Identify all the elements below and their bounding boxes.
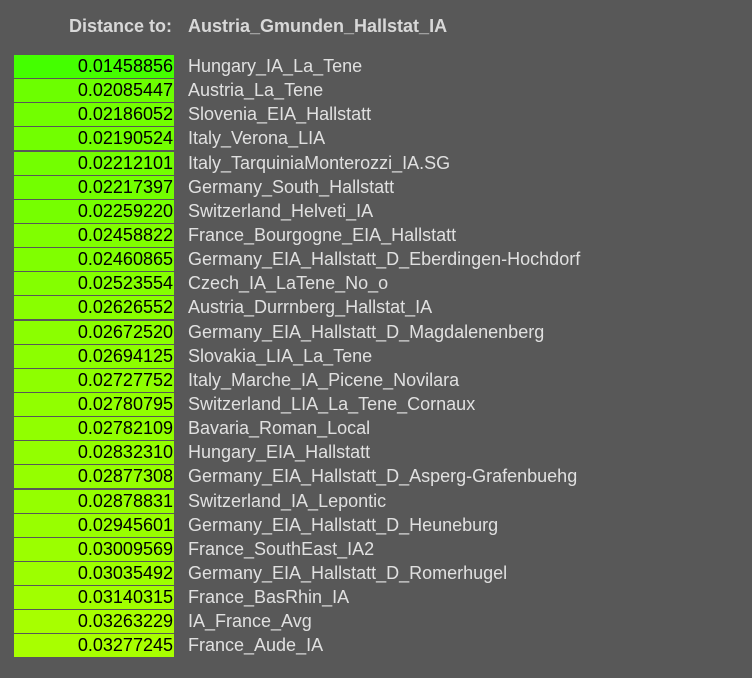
population-name: France_Aude_IA — [188, 635, 324, 656]
distance-value: 0.02878831 — [14, 489, 174, 513]
distance-value: 0.03277245 — [14, 634, 174, 658]
population-name: Hungary_IA_La_Tene — [188, 56, 363, 76]
population-name: Hungary_EIA_Hallstatt — [188, 442, 371, 463]
distance-value: 0.02460865 — [14, 248, 174, 272]
distance-value: 0.01458856 — [14, 55, 174, 78]
population-name: Austria_La_Tene — [188, 80, 324, 101]
population-name: Italy_Verona_LIA — [188, 128, 326, 149]
distance-value: 0.02877308 — [14, 465, 174, 489]
distance-value: 0.02186052 — [14, 103, 174, 127]
distance-header: Distance to: Austria_Gmunden_Hallstat_IA — [0, 16, 752, 42]
population-name: IA_France_Avg — [188, 611, 312, 632]
population-name: Italy_Marche_IA_Picene_Novilara — [188, 369, 460, 390]
distance-value: 0.02780795 — [14, 392, 174, 416]
distance-value: 0.02212101 — [14, 151, 174, 175]
distance-value: 0.02085447 — [14, 79, 174, 103]
distance-value: 0.02190524 — [14, 127, 174, 151]
population-name: Switzerland_LIA_La_Tene_Cornaux — [188, 393, 476, 414]
distance-value: 0.02782109 — [14, 417, 174, 441]
population-name: Italy_TarquiniaMonterozzi_IA.SG — [188, 152, 451, 173]
population-name: Switzerland_IA_Lepontic — [188, 490, 387, 511]
distance-value: 0.02217397 — [14, 175, 174, 199]
distance-value: 0.03263229 — [14, 610, 174, 634]
population-name: Germany_EIA_Hallstatt_D_Heuneburg — [188, 514, 499, 535]
population-name: France_SouthEast_IA2 — [188, 538, 375, 559]
distance-value: 0.03140315 — [14, 586, 174, 610]
distance-value: 0.02458822 — [14, 223, 174, 247]
population-name: Austria_Durrnberg_Hallstat_IA — [188, 297, 433, 318]
distance-value: 0.02672520 — [14, 320, 174, 344]
population-name: Slovakia_LIA_La_Tene — [188, 345, 373, 366]
distance-value: 0.02523554 — [14, 272, 174, 296]
population-name: Germany_EIA_Hallstatt_D_Magdalenenberg — [188, 321, 545, 342]
distance-value: 0.02832310 — [14, 441, 174, 465]
population-name: Germany_EIA_Hallstatt_D_Asperg-Grafenbue… — [188, 466, 578, 487]
distance-value: 0.02727752 — [14, 368, 174, 392]
target-population: Austria_Gmunden_Hallstat_IA — [188, 16, 448, 36]
distance-value: 0.02945601 — [14, 513, 174, 537]
population-name: Slovenia_EIA_Hallstatt — [188, 104, 372, 125]
distance-value: 0.02259220 — [14, 199, 174, 223]
distance-value: 0.02694125 — [14, 344, 174, 368]
distance-value: 0.02626552 — [14, 296, 174, 320]
distance-to-label: Distance to: — [68, 16, 172, 36]
population-name: France_BasRhin_IA — [188, 587, 350, 608]
population-name: Bavaria_Roman_Local — [188, 418, 371, 439]
population-name: France_Bourgogne_EIA_Hallstatt — [188, 224, 457, 245]
population-name: Germany_South_Hallstatt — [188, 176, 395, 197]
population-name: Germany_EIA_Hallstatt_D_Romerhugel — [188, 562, 508, 583]
distance-value: 0.03035492 — [14, 561, 174, 585]
population-name: Czech_IA_LaTene_No_o — [188, 273, 389, 294]
population-name: Germany_EIA_Hallstatt_D_Eberdingen-Hochd… — [188, 249, 581, 270]
population-name: Switzerland_Helveti_IA — [188, 200, 374, 221]
distance-value: 0.03009569 — [14, 537, 174, 561]
